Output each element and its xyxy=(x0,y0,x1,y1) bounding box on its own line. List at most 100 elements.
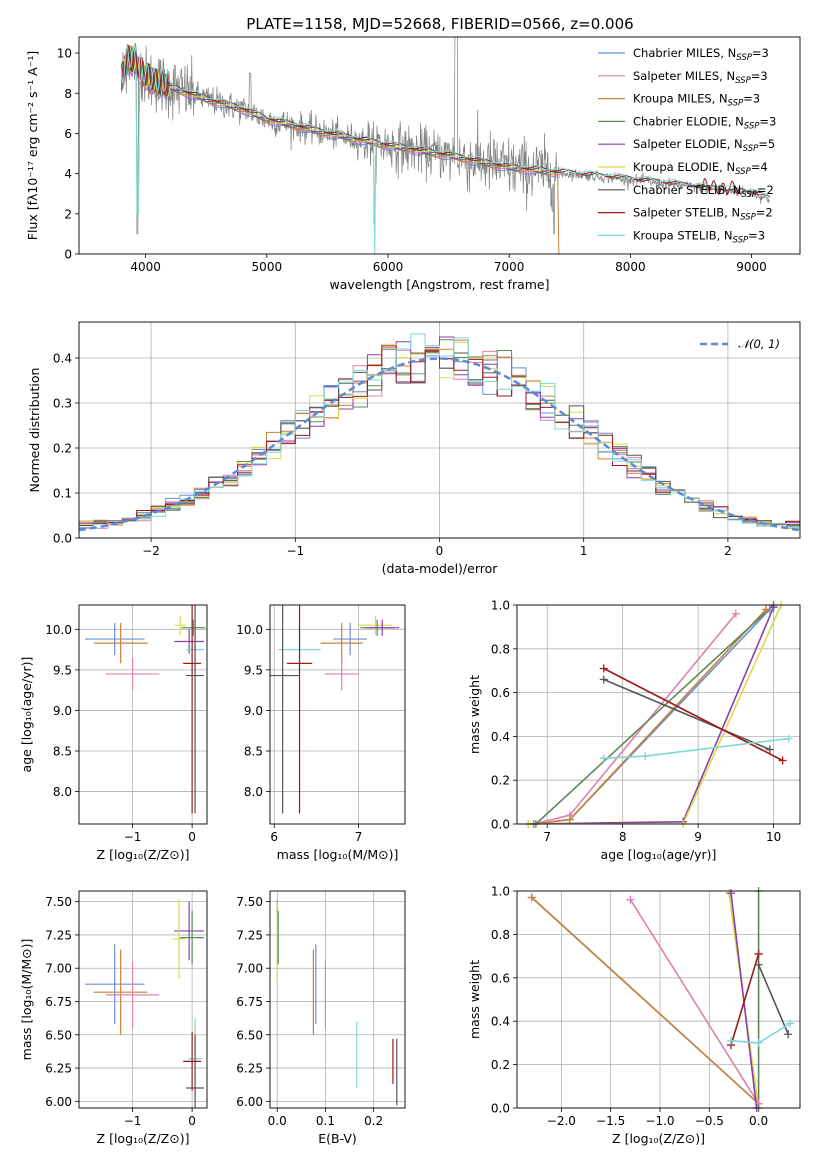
tick-label-x: −1 xyxy=(286,544,304,558)
series-line-chabrier_stelib xyxy=(603,678,771,751)
axes-frame xyxy=(516,604,801,825)
legend-entry: Kroupa STELIB, NSSP=3 xyxy=(633,228,765,245)
series-line-chabrier_stelib xyxy=(757,964,789,1035)
point-marker-salpeter_stelib xyxy=(778,756,787,765)
tick-label-y: 9.5 xyxy=(244,663,263,677)
point-marker-kroupa_stelib xyxy=(784,734,793,743)
residual-hist-kroupa_stelib xyxy=(79,333,800,528)
figure-title: PLATE=1158, MJD=52668, FIBERID=0566, z=0… xyxy=(246,15,633,33)
tick-label-y: 7.00 xyxy=(45,962,72,976)
legend-entry: 𝒩(0, 1) xyxy=(738,337,780,351)
point-marker-chabrier_stelib xyxy=(765,745,774,754)
tick-label-y: 7.50 xyxy=(236,895,263,909)
panel-mass_vs_ebv: 0.0 0.1 0.2 6.00 6.25 6.50 6.75 7.00 7.25 7.50 E(B… xyxy=(236,890,406,1146)
tick-label-x: 0.0 xyxy=(749,1114,768,1128)
series-line-salpeter_stelib xyxy=(603,667,783,762)
tick-label-y: 9.5 xyxy=(53,663,72,677)
tick-label-y: 2 xyxy=(64,207,72,221)
tick-label-x: −1.0 xyxy=(645,1114,674,1128)
axes-frame xyxy=(78,321,801,539)
tick-label-y: 0.3 xyxy=(53,397,72,411)
plot-area-mass_vs_ebv xyxy=(276,900,398,1106)
axis-label-y: Flux [fλ10⁻¹⁷ erg cm⁻² s⁻¹ A⁻¹] xyxy=(25,51,40,240)
series-line-salpeter_miles xyxy=(629,899,760,1105)
tick-label-x: −1.5 xyxy=(596,1114,625,1128)
plot-area-age_vs_Z xyxy=(84,605,206,814)
panel-age_vs_mass: 6 7 8.0 8.5 9.0 9.5 10.0 mass [log₁₀(M/M⊙)] xyxy=(236,604,406,862)
tick-label-y: 0.4 xyxy=(53,352,72,366)
tick-label-y: 7.25 xyxy=(236,928,263,942)
tick-label-y: 6.00 xyxy=(236,1095,263,1109)
axis-label-x: mass [log₁₀(M/M⊙)] xyxy=(277,847,399,862)
tick-label-x: 6000 xyxy=(373,260,404,274)
tick-label-x: 10 xyxy=(766,830,781,844)
axis-label-x: (data-model)/error xyxy=(382,561,499,576)
point-marker-kroupa_stelib xyxy=(599,754,608,763)
tick-label-x: 7 xyxy=(355,830,363,844)
tick-label-y: 6.25 xyxy=(45,1062,72,1076)
tick-label-y: 8.0 xyxy=(244,785,263,799)
tick-label-x: 4000 xyxy=(130,260,161,274)
series-line-kroupa_miles xyxy=(531,896,760,1105)
tick-label-y: 10 xyxy=(57,47,72,61)
tick-label-x: −1 xyxy=(124,830,142,844)
axis-label-y: Normed distribution xyxy=(27,368,42,493)
legend-entry: Kroupa ELODIE, NSSP=4 xyxy=(633,160,768,177)
tick-label-y: 7.00 xyxy=(236,962,263,976)
legend-entry: Salpeter ELODIE, NSSP=5 xyxy=(633,137,775,154)
tick-label-y: 0.2 xyxy=(53,442,72,456)
tick-label-y: 6.50 xyxy=(45,1028,72,1042)
tick-label-y: 6.00 xyxy=(45,1095,72,1109)
tick-label-y: 0.1 xyxy=(53,487,72,501)
series-line-salpeter_miles xyxy=(533,613,737,824)
panel-residual_histogram: −2 −1 0 1 2 0.0 0.1 0.2 0.3 0.4 (data-model)/error… xyxy=(27,321,801,576)
tick-label-y: 0.2 xyxy=(491,774,510,788)
tick-label-y: 0.0 xyxy=(491,818,510,832)
tick-label-y: 6.75 xyxy=(45,995,72,1009)
axis-label-x: E(B-V) xyxy=(318,1131,357,1146)
tick-label-y: 8.0 xyxy=(53,785,72,799)
tick-label-x: 0 xyxy=(188,830,196,844)
tick-label-x: 9 xyxy=(694,830,702,844)
point-marker-kroupa_stelib xyxy=(726,1036,735,1045)
point-marker-salpeter_elodie xyxy=(726,889,735,898)
tick-label-y: 0.6 xyxy=(491,686,510,700)
series-line-chabrier_elodie xyxy=(535,605,775,824)
tick-label-y: 4 xyxy=(64,167,72,181)
tick-label-y: 6.25 xyxy=(236,1062,263,1076)
tick-label-y: 8.5 xyxy=(53,745,72,759)
model-spectrum-kroupa_stelib xyxy=(120,45,770,254)
series-line-kroupa_elodie xyxy=(528,605,782,824)
axis-label-y: mass [log₁₀(M/M⊙)] xyxy=(19,939,34,1061)
plot-area-residual_histogram xyxy=(79,333,800,532)
axes-frame xyxy=(516,890,801,1109)
tick-label-y: 6.50 xyxy=(236,1028,263,1042)
tick-label-y: 7.50 xyxy=(45,895,72,909)
plot-area-weight_vs_Z xyxy=(531,891,791,1108)
point-marker-salpeter_stelib xyxy=(599,664,608,673)
plot-area-age_vs_mass xyxy=(270,605,400,814)
panel-spectrum: 4000 5000 6000 7000 8000 9000 0 2 4 6 8 10 wavelengt… xyxy=(25,36,801,292)
axis-label-y: mass weight xyxy=(467,675,482,754)
tick-label-x: 8000 xyxy=(615,260,646,274)
normal-distribution-curve xyxy=(79,357,800,532)
panel-weight_vs_Z: −2.0 −1.5 −1.0 −0.5 0.0 0.0 0.2 0.4 0.6 0.8 1.0 Z [… xyxy=(467,885,801,1146)
tick-label-x: −1 xyxy=(124,1114,142,1128)
plot-area-spectrum xyxy=(120,37,770,254)
tick-label-x: 7 xyxy=(543,830,551,844)
axes-frame xyxy=(78,604,208,825)
axes-frame xyxy=(78,890,208,1109)
tick-label-x: −0.5 xyxy=(695,1114,724,1128)
legend-entry: Salpeter MILES, NSSP=3 xyxy=(633,69,768,86)
plot-area-mass_vs_Z xyxy=(84,898,205,1108)
tick-label-y: 0.0 xyxy=(53,532,72,546)
axis-label-x: Z [log₁₀(Z/Z⊙)] xyxy=(97,847,190,862)
point-marker-chabrier_stelib xyxy=(784,1030,793,1039)
tick-label-y: 0.4 xyxy=(491,1015,510,1029)
tick-label-x: 1 xyxy=(580,544,588,558)
axes-frame xyxy=(269,890,406,1109)
axis-label-x: Z [log₁₀(Z/Z⊙)] xyxy=(97,1131,190,1146)
observed-spectrum-line xyxy=(121,37,770,235)
point-marker-kroupa_stelib xyxy=(786,1019,795,1028)
